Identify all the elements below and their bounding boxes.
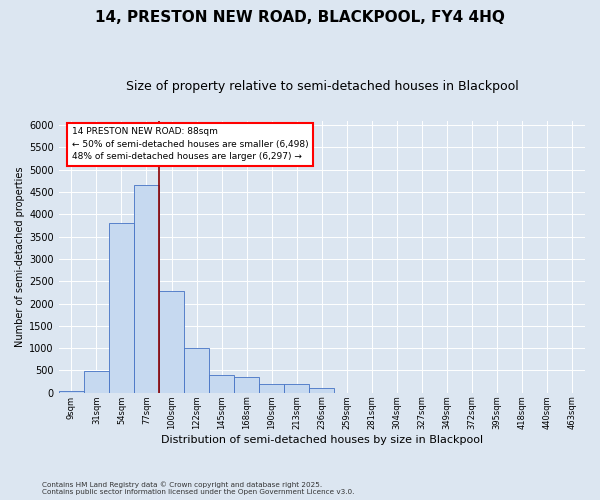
Title: Size of property relative to semi-detached houses in Blackpool: Size of property relative to semi-detach… bbox=[125, 80, 518, 93]
Bar bbox=[310, 388, 334, 393]
Text: 14, PRESTON NEW ROAD, BLACKPOOL, FY4 4HQ: 14, PRESTON NEW ROAD, BLACKPOOL, FY4 4HQ bbox=[95, 10, 505, 25]
Bar bbox=[59, 390, 84, 393]
Bar bbox=[159, 291, 184, 393]
Text: Contains HM Land Registry data © Crown copyright and database right 2025.
Contai: Contains HM Land Registry data © Crown c… bbox=[42, 482, 355, 495]
X-axis label: Distribution of semi-detached houses by size in Blackpool: Distribution of semi-detached houses by … bbox=[161, 435, 483, 445]
Bar bbox=[109, 223, 134, 393]
Bar bbox=[284, 384, 310, 393]
Bar bbox=[259, 384, 284, 393]
Bar bbox=[184, 348, 209, 393]
Bar bbox=[84, 371, 109, 393]
Bar bbox=[209, 375, 234, 393]
Bar bbox=[234, 377, 259, 393]
Text: 14 PRESTON NEW ROAD: 88sqm
← 50% of semi-detached houses are smaller (6,498)
48%: 14 PRESTON NEW ROAD: 88sqm ← 50% of semi… bbox=[72, 127, 308, 161]
Y-axis label: Number of semi-detached properties: Number of semi-detached properties bbox=[15, 166, 25, 347]
Bar bbox=[134, 186, 159, 393]
